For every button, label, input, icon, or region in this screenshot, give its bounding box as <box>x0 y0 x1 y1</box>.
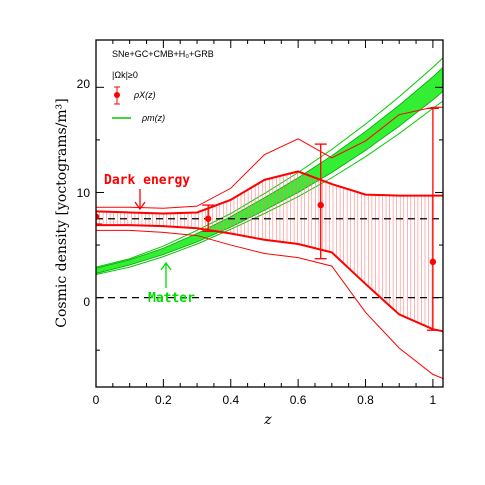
data-point <box>429 258 437 266</box>
legend-header: SNe+GC+CMB+H₀+GRB <box>112 49 214 59</box>
dark-energy-band-lower-line <box>96 224 443 333</box>
data-point <box>96 213 100 220</box>
dark-energy-band-hatch <box>96 171 433 329</box>
annotation-matter: Matter <box>148 261 195 306</box>
legend-condition: |Ωk|≥0 <box>112 70 138 80</box>
legend: SNe+GC+CMB+H₀+GRB |Ωk|≥0 ρX(z) ρm(z) <box>112 49 214 123</box>
matter-outer-lower-line <box>96 100 443 275</box>
data-point <box>204 215 212 222</box>
annotation-matter-arrowhead <box>160 261 172 271</box>
matter-band-upper-line <box>96 67 443 269</box>
x-tick-label: 0.2 <box>155 393 172 407</box>
annotation-dark-energy-label: Dark energy <box>104 173 190 188</box>
matter-band-lower-line <box>96 91 443 274</box>
annotation-matter-label: Matter <box>148 291 195 306</box>
annotation-dark-energy: Dark energy <box>104 173 190 211</box>
axis-ticks <box>95 40 443 387</box>
y-tick-label: 10 <box>77 186 91 200</box>
legend-entry-rho-x: ρX(z) <box>133 90 156 100</box>
x-tick-labels: 0 0.2 0.4 0.6 0.8 1 <box>93 393 437 407</box>
x-tick-label: 0 <box>93 393 100 407</box>
y-tick-label: 20 <box>77 77 91 91</box>
y-axis-title: Cosmic density [yoctograms/m³] <box>54 98 70 328</box>
dark-energy-outer-lower-line <box>96 229 443 380</box>
matter-outer-upper-line <box>96 57 443 268</box>
x-tick-label: 0.6 <box>290 393 307 407</box>
plot-frame <box>95 39 444 388</box>
dark-energy-outer-upper-line <box>96 106 443 209</box>
dark-energy-band-upper-line <box>96 170 443 215</box>
y-tick-labels: 0 10 20 <box>77 77 91 309</box>
legend-point-marker <box>114 92 120 98</box>
x-tick-label: 0.4 <box>222 393 239 407</box>
x-tick-label: 1 <box>430 393 437 407</box>
y-tick-label: 0 <box>83 295 90 309</box>
legend-entry-rho-m: ρm(z) <box>141 113 165 123</box>
annotation-dark-energy-arrowhead <box>134 201 146 211</box>
plot-area <box>96 57 443 380</box>
x-axis-title: z <box>263 412 272 428</box>
x-tick-label: 0.8 <box>357 393 374 407</box>
data-point <box>317 201 324 209</box>
